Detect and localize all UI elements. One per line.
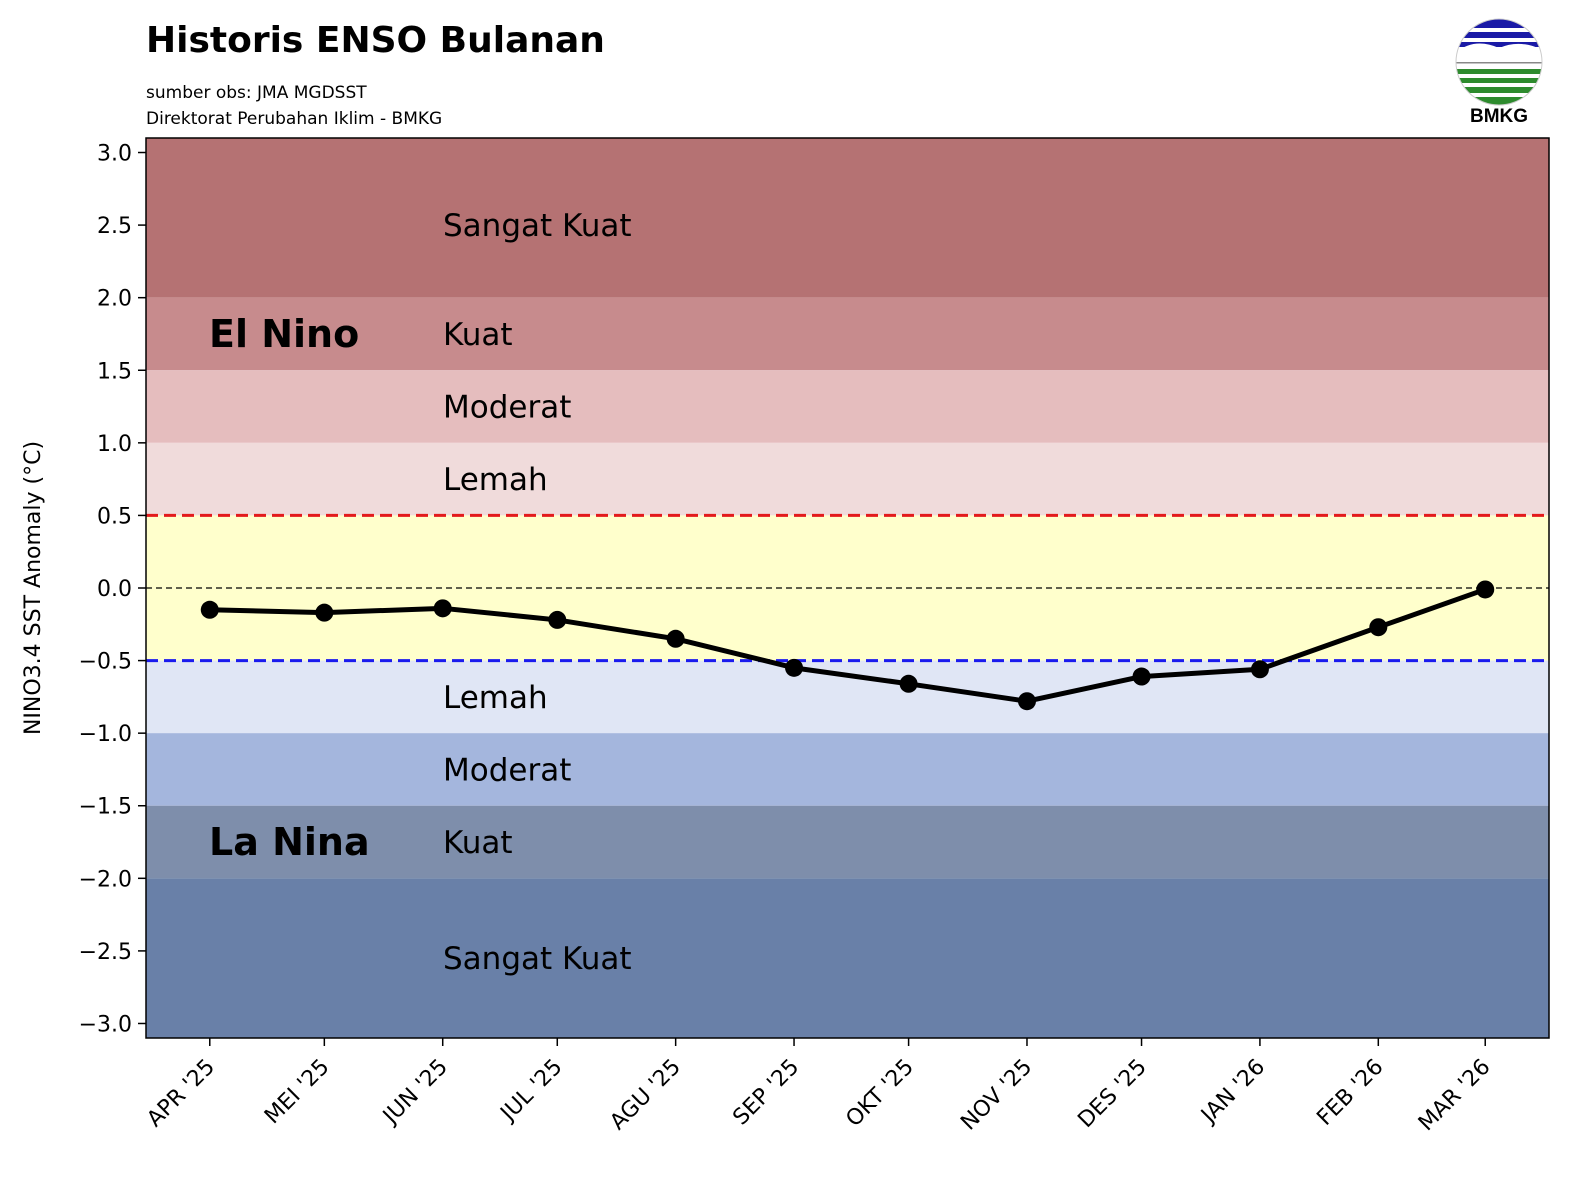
band-label-7: Kuat (443, 825, 513, 861)
band-2 (146, 370, 1549, 443)
band-1 (146, 297, 1549, 371)
y-tick-label-0: 3.0 (97, 142, 132, 167)
y-tick-label-10: −2.0 (79, 867, 132, 892)
x-tick-label-10: FEB '26 (1312, 1055, 1388, 1131)
y-axis: 3.0 2.5 2.0 1.5 1.0 0.5 0.0 −0.5 −1.0 −1.5 −2.0 −2.… (79, 142, 146, 1037)
y-axis-label: NINO3.4 SST Anomaly (°C) (21, 441, 46, 735)
data-point-6 (899, 674, 918, 693)
x-tick-label-5: SEP '25 (728, 1055, 804, 1131)
x-tick-label-0: APR '25 (142, 1055, 220, 1133)
bmkg-logo: BMKG (1452, 16, 1546, 132)
data-point-11 (1476, 580, 1495, 599)
band-0 (146, 138, 1549, 298)
y-tick-label-5: 0.5 (97, 504, 132, 529)
band-label-6: Moderat (443, 752, 571, 788)
band-label-3: Lemah (443, 462, 548, 498)
region-label-1: La Nina (209, 820, 370, 864)
y-tick-label-8: −1.0 (79, 722, 132, 747)
data-point-10 (1369, 618, 1388, 637)
y-tick-label-4: 1.0 (97, 432, 132, 457)
x-tick-label-1: MEI '25 (260, 1055, 335, 1130)
band-3 (146, 442, 1549, 516)
band-5 (146, 660, 1549, 734)
region-label-0: El Nino (209, 312, 359, 356)
y-tick-label-2: 2.0 (97, 287, 132, 312)
data-point-0 (200, 600, 219, 619)
threshold-lines (146, 513, 1549, 663)
data-point-5 (785, 658, 804, 677)
y-tick-label-6: 0.0 (97, 577, 132, 602)
x-tick-label-8: DES '25 (1073, 1055, 1151, 1133)
y-tick-label-7: −0.5 (79, 650, 132, 675)
data-point-4 (666, 629, 685, 648)
data-point-9 (1250, 660, 1269, 679)
x-tick-label-7: NOV '25 (956, 1055, 1037, 1136)
data-point-8 (1132, 667, 1151, 686)
credit-note: Direktorat Perubahan Iklim - BMKG (146, 109, 443, 129)
bmkg-logo-icon (1455, 18, 1543, 106)
y-tick-label-9: −1.5 (79, 795, 132, 820)
x-tick-label-4: AGU '25 (605, 1055, 686, 1136)
data-point-3 (548, 610, 567, 629)
x-tick-label-3: JUL '25 (495, 1055, 568, 1128)
band-label-5: Lemah (443, 680, 548, 716)
band-label-0: Sangat Kuat (443, 208, 632, 244)
band-label-1: Kuat (443, 317, 513, 353)
series-line-0 (209, 587, 1487, 704)
data-point-2 (433, 599, 452, 618)
logo-label: BMKG (1469, 106, 1529, 127)
y-tick-label-11: −2.5 (79, 940, 132, 965)
band-6 (146, 733, 1549, 806)
x-tick-label-9: JAN '26 (1195, 1055, 1270, 1130)
y-tick-label-3: 1.5 (97, 359, 132, 384)
source-note: sumber obs: JMA MGDSST (146, 83, 367, 103)
y-tick-label-12: −3.0 (79, 1012, 132, 1037)
band-label-8: Sangat Kuat (443, 941, 632, 977)
band-8 (146, 878, 1549, 1038)
region-labels: El Nino La Nina (209, 312, 370, 864)
chart-title: Historis ENSO Bulanan (146, 20, 605, 61)
band-label-2: Moderat (443, 390, 571, 426)
y-tick-label-1: 2.5 (97, 214, 132, 239)
series-line (200, 580, 1495, 711)
band-labels: Sangat Kuat Kuat Moderat Lemah Lemah Moderat K… (443, 208, 632, 977)
x-tick-label-2: JUN '25 (377, 1055, 453, 1131)
band-7 (146, 805, 1549, 879)
x-axis: APR '25 MEI '25 JUN '25 JUL '25 AGU '25 SEP '… (142, 1038, 1495, 1136)
x-tick-label-11: MAR '26 (1414, 1055, 1496, 1137)
x-tick-label-6: OKT '25 (841, 1055, 918, 1132)
data-point-7 (1017, 692, 1036, 711)
data-point-1 (315, 603, 334, 622)
